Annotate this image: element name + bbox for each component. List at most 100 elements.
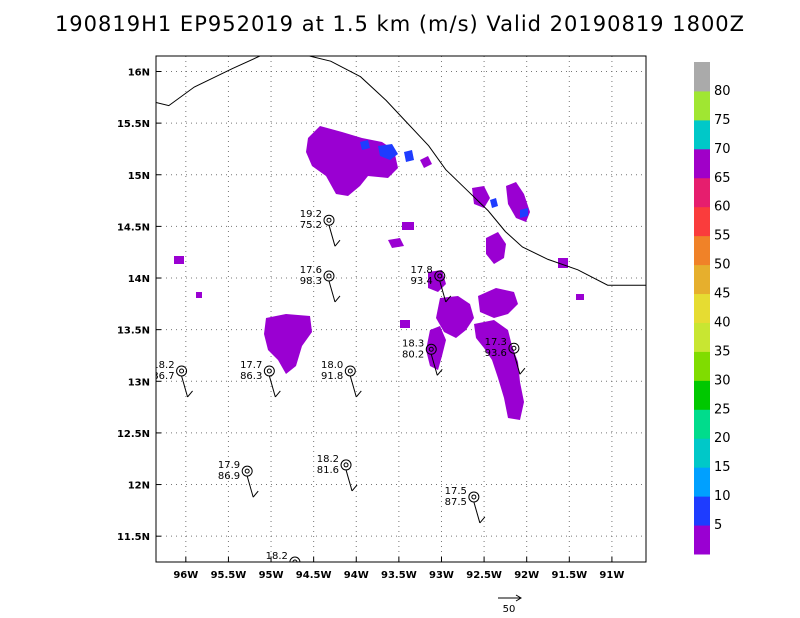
station: 18.286.7	[152, 360, 193, 398]
station-outer-ring	[289, 556, 301, 562]
colorbar-swatch	[694, 409, 710, 439]
station-direction-label: 87.5	[445, 497, 467, 508]
station-speed-label: 17.7	[240, 360, 262, 371]
colorbar-label: 70	[714, 142, 731, 157]
colorbar-label: 80	[714, 84, 731, 99]
station-direction-label: 91.8	[321, 371, 343, 382]
wind-barb-staff	[473, 501, 481, 524]
colorbar-swatch	[694, 206, 710, 237]
station-speed-label: 19.2	[300, 209, 322, 220]
station-direction-label: 93.6	[485, 348, 507, 359]
lat-tick-label: 13.5N	[117, 326, 150, 337]
station-inner-ring	[428, 346, 434, 352]
wind-blob	[436, 296, 474, 338]
colorbar-label: 15	[714, 460, 731, 475]
lon-tick-label: 93W	[429, 570, 454, 581]
station: 17.786.3	[240, 360, 281, 398]
lon-tick-label: 94W	[344, 570, 369, 581]
station-speed-label: 18.2	[152, 360, 174, 371]
station-speed-label: 18.0	[321, 360, 343, 371]
wind-blob	[486, 232, 506, 264]
colorbar-swatch	[694, 264, 710, 295]
colorbar-swatch	[694, 177, 710, 208]
longitude-tick-labels: 96W 95.5W 95W 94.5W 94W 93.5W 93W 92.5W 92W 91.5W…	[173, 570, 624, 581]
wind-barb-staff	[268, 375, 276, 398]
wind-barb-flag	[479, 516, 486, 524]
wind-blob	[196, 292, 202, 298]
lat-tick-label: 12N	[128, 481, 150, 492]
station-inner-ring	[266, 368, 272, 374]
station: 19.275.2	[300, 209, 341, 247]
station: 18.2	[266, 551, 306, 588]
colorbar-label: 35	[714, 344, 731, 359]
station-direction-label: 93.4	[411, 276, 433, 287]
colorbar-label: 75	[714, 113, 731, 128]
station-speed-label: 18.3	[402, 338, 424, 349]
station: 17.698.3	[300, 265, 341, 303]
wind-barb-staff	[181, 375, 189, 398]
wind-barb-flag	[301, 582, 306, 588]
colorbar-label: 60	[714, 200, 731, 215]
station: 17.587.5	[445, 486, 486, 524]
colorbar-swatch	[694, 293, 710, 323]
colorbar-label: 10	[714, 489, 731, 504]
wind-blob	[388, 238, 404, 248]
map-title: 190819H1 EP952019 at 1.5 km (m/s) Valid …	[54, 12, 746, 36]
wind-barb-flag	[274, 390, 281, 398]
station-speed-label: 17.6	[300, 265, 322, 276]
station: 18.380.2	[402, 338, 443, 376]
lon-tick-label: 93.5W	[381, 570, 417, 581]
wind-barb-flag	[436, 368, 443, 376]
colorbar-label: 45	[714, 287, 731, 302]
station-direction-label: 86.7	[152, 371, 174, 382]
colorbar-label: 50	[714, 258, 731, 273]
vector-scale-label: 50	[503, 604, 516, 615]
station-inner-ring	[437, 273, 443, 279]
lat-tick-label: 15N	[128, 171, 150, 182]
lat-tick-label: 14.5N	[117, 222, 150, 233]
latitude-tick-labels: 11.5N 12N 12.5N 13N 13.5N 14N 14.5N 15N 15.5N 16N	[117, 67, 150, 543]
station-inner-ring	[326, 217, 332, 223]
lat-tick-label: 13N	[128, 377, 150, 388]
wind-blob	[520, 208, 528, 218]
station-direction-label: 98.3	[300, 276, 322, 287]
lat-tick-label: 11.5N	[117, 532, 150, 543]
colorbar-swatch	[694, 62, 710, 92]
station-speed-label: 17.3	[485, 337, 507, 348]
wind-barb-flag	[355, 390, 362, 398]
wind-blob	[400, 320, 410, 328]
colorbar-swatch	[694, 322, 710, 352]
wind-barb-staff	[328, 225, 336, 247]
colorbar-swatch	[694, 235, 710, 266]
wind-blob	[360, 140, 370, 150]
station-outer-ring	[340, 459, 352, 471]
station-inner-ring	[179, 368, 185, 374]
wind-barb-staff	[430, 354, 438, 376]
wind-blob	[404, 150, 414, 162]
wind-blob	[420, 156, 432, 168]
station-outer-ring	[241, 465, 253, 477]
plot-frame	[155, 55, 647, 563]
colorbar-label: 30	[714, 373, 731, 388]
station-outer-ring	[323, 214, 335, 226]
station-outer-ring	[344, 365, 356, 377]
wind-barb-flag	[252, 490, 259, 498]
wind-blob	[264, 314, 312, 374]
lon-tick-label: 95.5W	[211, 570, 247, 581]
lon-tick-label: 91.5W	[551, 570, 587, 581]
wind-blob	[174, 256, 184, 264]
lat-tick-label: 16N	[128, 67, 150, 78]
station-outer-ring	[263, 365, 275, 377]
station: 18.281.6	[317, 454, 358, 492]
colorbar-label: 25	[714, 402, 731, 417]
wind-blob	[402, 222, 414, 230]
lon-tick-label: 92.5W	[466, 570, 502, 581]
lon-tick-label: 95W	[259, 570, 284, 581]
colorbar-swatch	[694, 496, 710, 526]
colorbar-swatch	[694, 148, 710, 179]
wind-barb-staff	[349, 375, 357, 398]
station-direction-label: 86.9	[218, 471, 240, 482]
station: 17.986.9	[218, 460, 259, 498]
station-outer-ring	[323, 270, 335, 282]
